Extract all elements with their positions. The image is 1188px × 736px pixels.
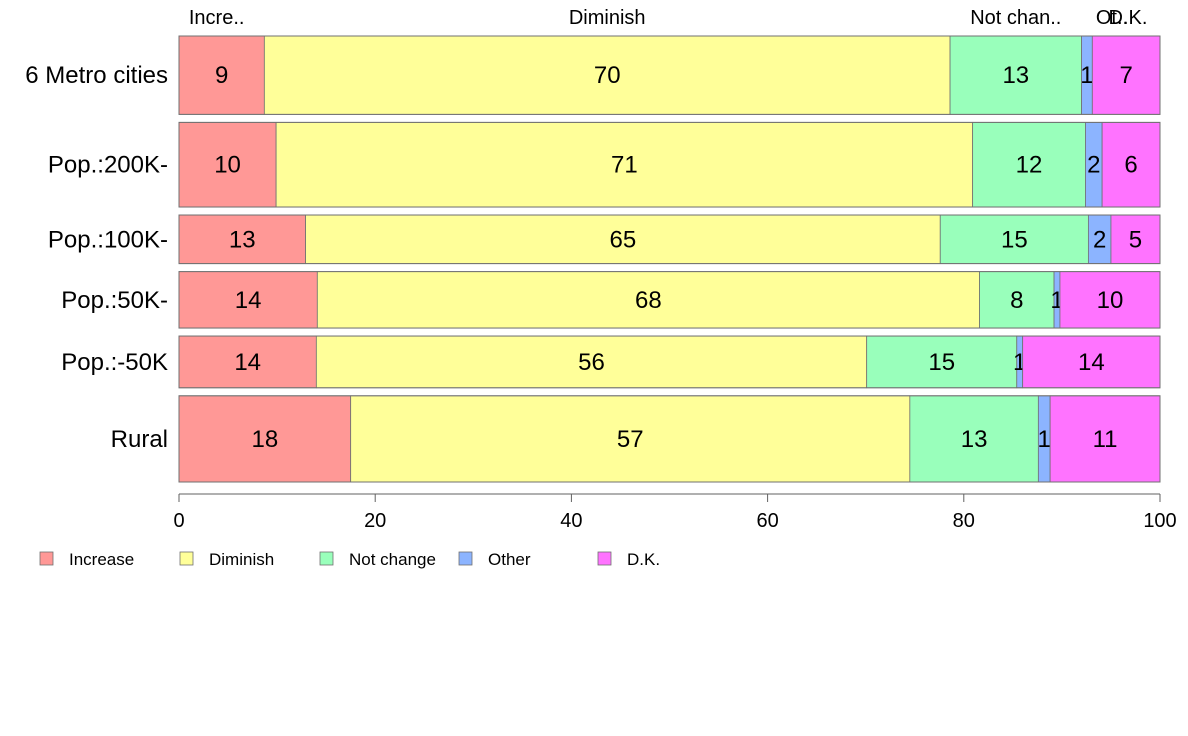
category-label-rural: Rural: [111, 426, 168, 453]
bar-d-k-pop-100k: [1110, 214, 1161, 265]
bar-increase-rural: [178, 395, 352, 483]
category-labels: 6 Metro cities Pop.:200K- Pop.:100K- Pop.:5…: [25, 62, 168, 453]
data-label-increase-6-metro-cities: 9: [215, 62, 228, 89]
data-label-other-6-metro-cities: 1: [1080, 62, 1093, 89]
legend-label-diminish: Diminish: [209, 550, 274, 569]
bar-diminish-pop-100k: [305, 214, 941, 265]
bar-increase-pop-50k: [178, 271, 318, 329]
bar-outline-pop-50k: [178, 271, 1161, 329]
legend-swatch-not-change: [319, 551, 334, 566]
bar-diminish-6-metro-cities: [263, 35, 951, 115]
legend-item-other: Other: [458, 550, 531, 569]
legend-swatch-increase: [39, 551, 54, 566]
top-label-ot: Ot..: [1096, 7, 1128, 29]
x-tick-label-80: 80: [953, 510, 975, 532]
data-label-diminish-pop-50k: 56: [578, 349, 605, 376]
data-label-increase-pop-100k: 13: [229, 226, 256, 253]
data-label-d-k-6-metro-cities: 7: [1119, 62, 1132, 89]
bar-not-change-rural: [909, 395, 1039, 483]
data-label-diminish-rural: 57: [617, 426, 644, 453]
data-label-d-k-pop-100k: 5: [1129, 226, 1142, 253]
bar-outline-pop-200k: [178, 121, 1161, 208]
x-tick-label-20: 20: [364, 510, 386, 532]
bar-row-pop-50k: 14 56 15 1 14: [178, 335, 1161, 389]
legend-label-increase: Increase: [69, 550, 134, 569]
data-label-other-rural: 1: [1038, 426, 1051, 453]
bar-d-k-rural: [1049, 395, 1161, 483]
data-label-diminish-6-metro-cities: 70: [594, 62, 621, 89]
category-label-pop-50k: Pop.:-50K: [61, 349, 168, 376]
data-label-not-change-6-metro-cities: 13: [1002, 62, 1029, 89]
bar-not-change-pop-50k: [979, 271, 1055, 329]
category-label-pop-200k: Pop.:200K-: [48, 152, 168, 179]
category-label-pop-50k: Pop.:50K-: [61, 287, 168, 314]
bar-d-k-pop-50k: [1059, 271, 1161, 329]
legend-label-d-k: D.K.: [627, 550, 660, 569]
data-label-diminish-pop-50k: 68: [635, 287, 662, 314]
data-label-increase-pop-50k: 14: [235, 287, 262, 314]
data-label-d-k-pop-200k: 6: [1124, 152, 1137, 179]
bar-outline-pop-50k: [178, 335, 1161, 389]
data-label-d-k-pop-50k: 10: [1097, 287, 1124, 314]
data-label-d-k-pop-50k: 14: [1078, 349, 1105, 376]
bar-not-change-pop-200k: [972, 121, 1086, 208]
legend-item-not-change: Not change: [319, 550, 436, 569]
category-label-6-metro-cities: 6 Metro cities: [25, 62, 168, 89]
data-label-diminish-pop-100k: 65: [610, 226, 637, 253]
bar-not-change-pop-50k: [866, 335, 1018, 389]
category-label-pop-100k: Pop.:100K-: [48, 226, 168, 253]
data-label-not-change-pop-200k: 12: [1016, 152, 1043, 179]
x-tick-label-40: 40: [560, 510, 582, 532]
bar-row-pop-100k: 13 65 15 2 5: [178, 214, 1161, 265]
data-label-increase-pop-50k: 14: [234, 349, 261, 376]
top-label-diminish: Diminish: [569, 7, 646, 29]
bar-row-6-metro-cities: 9 70 13 1 7: [178, 35, 1161, 115]
bar-row-pop-50k: 14 68 8 1 10: [178, 271, 1161, 329]
top-label-d-k: D.K.: [1109, 7, 1148, 29]
bar-diminish-pop-50k: [316, 271, 980, 329]
bar-d-k-6-metro-cities: [1091, 35, 1161, 115]
x-tick-label-60: 60: [756, 510, 778, 532]
bar-row-rural: 18 57 13 1 11: [178, 395, 1161, 483]
bar-diminish-rural: [350, 395, 911, 483]
legend-swatch-d-k: [597, 551, 612, 566]
data-label-not-change-pop-50k: 15: [928, 349, 955, 376]
legend: Increase Diminish Not change Other D.K.: [39, 550, 660, 569]
bar-outline-pop-100k: [178, 214, 1161, 265]
legend-item-increase: Increase: [39, 550, 134, 569]
data-label-not-change-rural: 13: [961, 426, 988, 453]
bar-outline-6-metro-cities: [178, 35, 1161, 115]
bar-increase-pop-50k: [178, 335, 317, 389]
legend-swatch-other: [458, 551, 473, 566]
legend-label-other: Other: [488, 550, 531, 569]
data-label-increase-pop-200k: 10: [214, 152, 241, 179]
data-label-other-pop-200k: 2: [1087, 152, 1100, 179]
data-label-other-pop-100k: 2: [1093, 226, 1106, 253]
data-label-not-change-pop-50k: 8: [1010, 287, 1023, 314]
x-axis: 0 20 40 60 80 100: [173, 493, 1177, 532]
x-tick-label-0: 0: [173, 510, 184, 532]
legend-item-diminish: Diminish: [179, 550, 274, 569]
legend-item-d-k: D.K.: [597, 550, 660, 569]
data-label-diminish-pop-200k: 71: [611, 152, 638, 179]
bar-d-k-pop-50k: [1022, 335, 1161, 389]
top-series-labels: Incre.. Diminish Not chan.. Ot..D.K.: [189, 7, 1148, 29]
bar-row-pop-200k: 10 71 12 2 6: [178, 121, 1161, 208]
data-label-d-k-rural: 11: [1093, 426, 1118, 453]
bar-diminish-pop-50k: [315, 335, 868, 389]
data-label-not-change-pop-100k: 15: [1001, 226, 1028, 253]
bar-d-k-pop-200k: [1101, 121, 1161, 208]
data-label-increase-rural: 18: [251, 426, 278, 453]
legend-label-not-change: Not change: [349, 550, 436, 569]
top-label-incre: Incre..: [189, 7, 245, 29]
bar-outline-rural: [178, 395, 1161, 483]
x-tick-label-100: 100: [1143, 510, 1176, 532]
legend-swatch-diminish: [179, 551, 194, 566]
top-label-not-chan: Not chan..: [970, 7, 1061, 29]
